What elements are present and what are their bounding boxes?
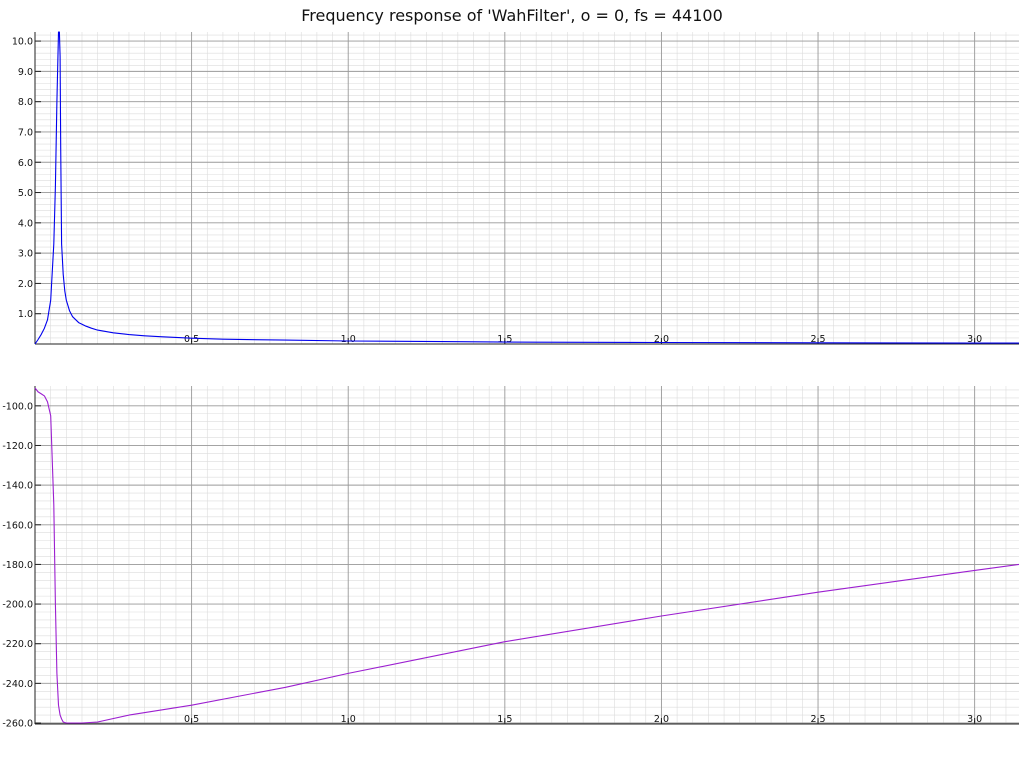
x-tick-label: 1.0: [341, 334, 356, 345]
y-tick-label: -140.0: [2, 481, 33, 492]
major-grid: [35, 386, 1019, 724]
major-grid: [35, 32, 1019, 344]
x-tick-label: 1.5: [497, 334, 512, 345]
y-tick-label: -260.0: [2, 719, 33, 730]
y-tick-label: -220.0: [2, 639, 33, 650]
y-tick-label: -100.0: [2, 401, 33, 412]
minor-grid: [34, 32, 1019, 345]
y-tick-label: 2.0: [18, 279, 33, 290]
y-tick-label: 10.0: [12, 37, 33, 48]
minor-grid: [34, 386, 1019, 724]
x-tick-label: 2.0: [654, 714, 669, 725]
y-tick-label: 8.0: [18, 97, 33, 108]
y-tick-label: -200.0: [2, 600, 33, 611]
x-tick-label: 0.5: [184, 334, 199, 345]
x-tick-label: 2.0: [654, 334, 669, 345]
phase-series-line: [34, 387, 1020, 724]
y-tick-label: 6.0: [18, 158, 33, 169]
figure-title: Frequency response of 'WahFilter', o = 0…: [301, 6, 723, 25]
x-tick-label: 0.5: [184, 714, 199, 725]
x-tick-label: 1.5: [497, 714, 512, 725]
y-tick-label: -120.0: [2, 441, 33, 452]
y-tick-label: -180.0: [2, 560, 33, 571]
y-tick-label: -160.0: [2, 520, 33, 531]
y-tick-label: 9.0: [18, 67, 33, 78]
magnitude-series-line: [34, 31, 1019, 345]
x-tick-label: 3.0: [967, 714, 982, 725]
x-tick-label: 1.0: [341, 714, 356, 725]
phase-panel: 0.5 1.0 1.5 2.0 2.5 3.0 -100.0 -120.0 -140.0 -160…: [2, 386, 1020, 730]
y-tick-label: 5.0: [18, 188, 33, 199]
y-tick-label: 1.0: [18, 309, 33, 320]
x-tick-label: 2.5: [810, 714, 825, 725]
y-tick-label: -240.0: [2, 679, 33, 690]
x-tick-label: 3.0: [967, 334, 982, 345]
y-tick-label: 4.0: [18, 218, 33, 229]
y-tick-label: 3.0: [18, 249, 33, 260]
x-tick-label: 2.5: [810, 334, 825, 345]
magnitude-panel: 0.5 1.0 1.5 2.0 2.5 3.0 1.0 2.0 3.0 4.0 5.0 6.0 7.0 8…: [12, 31, 1019, 345]
y-tick-label: 7.0: [18, 127, 33, 138]
